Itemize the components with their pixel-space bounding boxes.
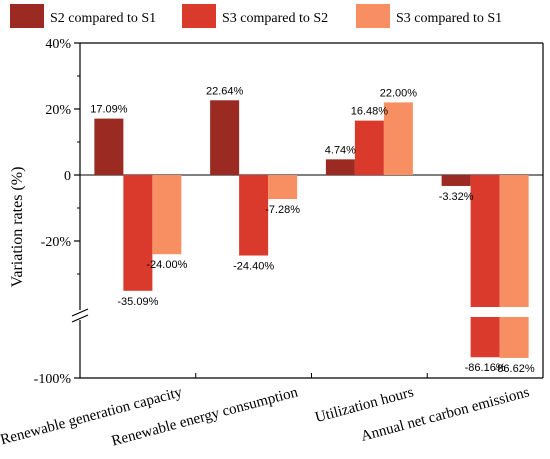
- data-label: 22.00%: [380, 87, 418, 99]
- data-labels: 17.09% -35.09% -24.00% 22.64% -24.40% -7.28% 4…: [90, 85, 535, 375]
- data-label: -3.32%: [439, 191, 474, 203]
- bar-s2-compared-to-s1-utilization-hours: [325, 159, 355, 175]
- y-axis-title: Variation rates (%): [9, 167, 26, 288]
- data-label: 22.64%: [206, 85, 244, 97]
- category-label: Renewable generation capacity: [0, 384, 184, 448]
- y-tick-label: 40%: [45, 37, 71, 52]
- y-tick-label: 20%: [45, 103, 71, 118]
- data-label: -24.40%: [233, 261, 274, 273]
- data-label: 4.74%: [325, 144, 356, 156]
- category-label: Renewable energy consumption: [110, 384, 300, 449]
- y-tick-label: 0: [64, 169, 71, 184]
- y-tick-label: -20%: [41, 235, 72, 250]
- data-label: -86.16%: [465, 362, 506, 374]
- bar-s3-compared-to-s1-renewable-energy-consumption: [268, 175, 298, 200]
- data-label: -86.62%: [494, 363, 535, 375]
- legend-swatch-s2-compared-to-s1: [10, 4, 44, 28]
- axes: 40% 20% 0 -20% -100%: [34, 37, 544, 387]
- data-label: 16.48%: [351, 106, 389, 118]
- bar-s2-compared-to-s1-renewable-generation-capacity: [94, 118, 124, 175]
- axis-break-mark: [71, 314, 89, 323]
- legend: S2 compared to S1 S3 compared to S2 S3 com…: [10, 4, 502, 28]
- axis-break-mark: [71, 308, 89, 317]
- axis-break: [71, 308, 89, 323]
- legend-label: S3 compared to S1: [396, 11, 502, 26]
- legend-swatch-s3-compared-to-s1: [356, 4, 390, 28]
- bar-s3-compared-to-s2-annual-net-carbon-emissions: [470, 175, 500, 358]
- legend-label: S3 compared to S2: [222, 11, 328, 26]
- y-tick-label: -100%: [34, 372, 72, 387]
- data-label: -24.00%: [146, 259, 187, 271]
- data-label: 17.09%: [90, 104, 128, 116]
- bar-s2-compared-to-s1-annual-net-carbon-emissions: [441, 175, 471, 186]
- bars: [94, 100, 530, 358]
- bar-s2-compared-to-s1-renewable-energy-consumption: [210, 100, 240, 175]
- bar-s3-compared-to-s2-renewable-energy-consumption: [239, 175, 269, 256]
- data-label: -35.09%: [117, 296, 158, 308]
- bar-s3-compared-to-s2-utilization-hours: [354, 120, 384, 175]
- axis-break-gap: [72, 310, 88, 320]
- legend-label: S2 compared to S1: [50, 11, 156, 26]
- bar-break-gap: [469, 307, 501, 317]
- bar-s3-compared-to-s1-annual-net-carbon-emissions: [499, 175, 529, 358]
- bar-s3-compared-to-s1-utilization-hours: [383, 102, 413, 175]
- bar-break-gap: [498, 307, 530, 317]
- bar-s3-compared-to-s1-renewable-generation-capacity: [152, 175, 182, 255]
- bar-s3-compared-to-s2-renewable-generation-capacity: [123, 175, 153, 291]
- legend-swatch-s3-compared-to-s2: [182, 4, 216, 28]
- data-label: -7.28%: [265, 204, 300, 216]
